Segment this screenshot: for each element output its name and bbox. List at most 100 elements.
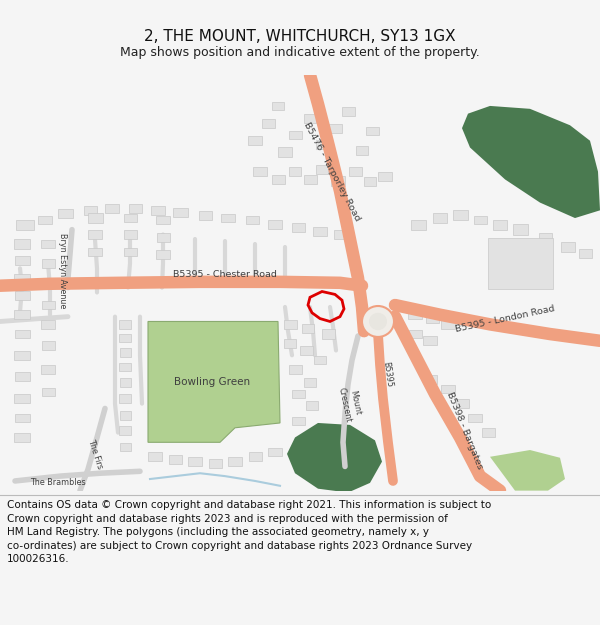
Polygon shape [14, 372, 29, 381]
Polygon shape [83, 206, 97, 214]
Polygon shape [119, 320, 131, 329]
Polygon shape [41, 341, 55, 350]
Polygon shape [41, 240, 55, 249]
Polygon shape [482, 428, 494, 437]
Polygon shape [119, 442, 131, 451]
Polygon shape [41, 279, 55, 287]
Polygon shape [124, 214, 137, 222]
Polygon shape [292, 389, 305, 398]
Polygon shape [299, 346, 313, 355]
Polygon shape [539, 233, 551, 242]
Polygon shape [119, 411, 131, 419]
Polygon shape [148, 452, 162, 461]
Polygon shape [14, 330, 29, 338]
Polygon shape [278, 148, 292, 157]
Polygon shape [408, 311, 422, 319]
Polygon shape [289, 168, 301, 176]
Polygon shape [424, 375, 437, 384]
Polygon shape [425, 314, 439, 323]
Polygon shape [284, 320, 296, 329]
Polygon shape [209, 459, 221, 468]
Polygon shape [487, 238, 553, 289]
Polygon shape [341, 107, 355, 116]
Polygon shape [473, 216, 487, 224]
Polygon shape [199, 211, 212, 219]
Polygon shape [322, 329, 335, 339]
Polygon shape [41, 366, 55, 374]
Polygon shape [169, 456, 182, 464]
Polygon shape [156, 251, 170, 259]
Polygon shape [262, 119, 275, 127]
Polygon shape [173, 208, 187, 217]
Polygon shape [41, 388, 55, 396]
Text: Contains OS data © Crown copyright and database right 2021. This information is : Contains OS data © Crown copyright and d… [7, 500, 491, 564]
Polygon shape [289, 366, 302, 374]
Polygon shape [14, 351, 30, 359]
Polygon shape [462, 106, 600, 218]
Polygon shape [228, 458, 242, 466]
Polygon shape [331, 176, 345, 186]
Polygon shape [493, 220, 507, 229]
Polygon shape [304, 378, 316, 387]
Polygon shape [356, 146, 368, 155]
Polygon shape [105, 204, 119, 212]
Polygon shape [561, 242, 575, 252]
Polygon shape [88, 213, 103, 223]
Polygon shape [349, 168, 361, 176]
Polygon shape [410, 220, 425, 229]
Polygon shape [88, 230, 102, 239]
Polygon shape [289, 131, 302, 139]
Polygon shape [364, 177, 376, 186]
Polygon shape [124, 230, 137, 239]
Polygon shape [41, 320, 55, 329]
Polygon shape [14, 239, 30, 249]
Circle shape [362, 306, 394, 337]
Text: B5476 - Tarporley Road: B5476 - Tarporley Road [302, 121, 362, 222]
Polygon shape [14, 274, 30, 282]
Polygon shape [157, 233, 170, 242]
Polygon shape [58, 209, 73, 217]
Polygon shape [14, 414, 29, 422]
Polygon shape [316, 140, 329, 149]
Polygon shape [245, 216, 259, 224]
Polygon shape [248, 452, 262, 461]
Polygon shape [14, 433, 30, 442]
Polygon shape [455, 399, 469, 408]
Polygon shape [365, 127, 379, 136]
Polygon shape [306, 401, 318, 410]
Polygon shape [221, 214, 235, 222]
Polygon shape [512, 224, 527, 235]
Text: B5395 - Chester Road: B5395 - Chester Road [173, 269, 277, 279]
Polygon shape [316, 166, 328, 174]
Polygon shape [314, 356, 326, 364]
Polygon shape [148, 321, 280, 442]
Polygon shape [271, 175, 284, 184]
Polygon shape [14, 394, 30, 403]
Polygon shape [119, 426, 131, 435]
Polygon shape [292, 417, 305, 426]
Polygon shape [188, 458, 202, 466]
Text: Mount
Crescent: Mount Crescent [337, 384, 363, 423]
Polygon shape [452, 211, 467, 220]
Polygon shape [268, 448, 282, 456]
Polygon shape [409, 330, 421, 338]
Polygon shape [441, 385, 455, 394]
Polygon shape [253, 168, 267, 176]
Polygon shape [272, 102, 284, 110]
Polygon shape [490, 450, 565, 491]
Polygon shape [124, 248, 137, 256]
Polygon shape [578, 249, 592, 258]
Polygon shape [334, 230, 347, 239]
Polygon shape [14, 311, 30, 319]
Text: B5395: B5395 [382, 361, 394, 388]
Polygon shape [119, 394, 131, 403]
Polygon shape [88, 248, 102, 256]
Polygon shape [378, 172, 392, 181]
Polygon shape [284, 339, 296, 348]
Text: The Firs: The Firs [86, 438, 104, 470]
Text: The Brambles: The Brambles [30, 478, 86, 488]
Text: Bowling Green: Bowling Green [174, 378, 250, 388]
Polygon shape [248, 136, 262, 145]
Polygon shape [41, 259, 55, 268]
Polygon shape [423, 336, 437, 345]
